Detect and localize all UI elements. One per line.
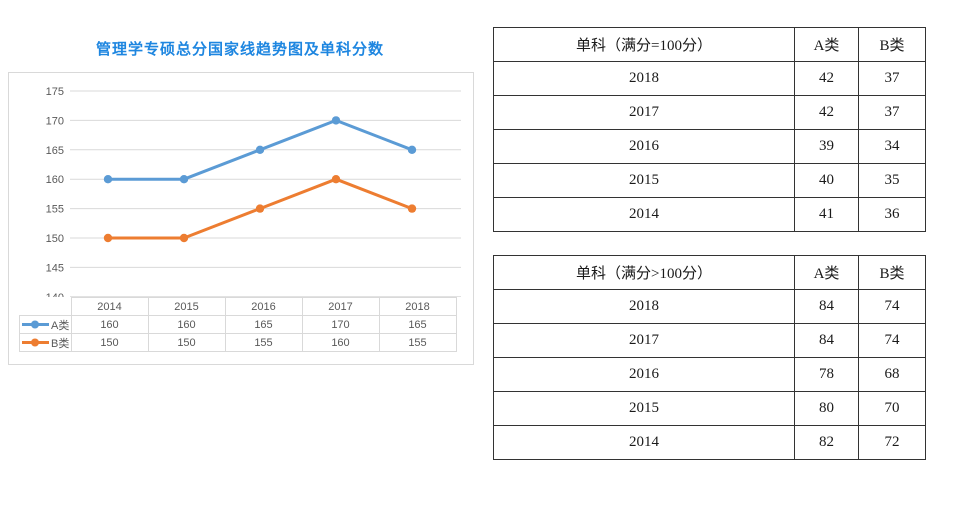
value-cell: 80 (794, 391, 859, 426)
year-header: 2014 (70, 297, 149, 316)
table-row: 2017 84 74 (493, 323, 926, 358)
year-cell: 2015 (493, 391, 795, 426)
chart-title: 管理学专硕总分国家线趋势图及单科分数 (95, 41, 384, 58)
series-a-marker-icon (22, 320, 49, 329)
value-cell: 165 (378, 315, 457, 334)
table-row: B类 150 150 155 160 155 (19, 333, 457, 352)
value-cell: 150 (70, 333, 149, 352)
value-cell: 68 (858, 357, 926, 392)
svg-text:160: 160 (46, 174, 64, 186)
value-cell: 70 (858, 391, 926, 426)
legend-item-b: B类 (19, 333, 72, 352)
value-cell: 150 (147, 333, 226, 352)
table-row: 2016 78 68 (493, 357, 926, 392)
value-cell: 74 (858, 289, 926, 324)
table-title: 单科（满分>100分） (493, 255, 795, 290)
svg-text:145: 145 (46, 262, 64, 274)
table-row: 2014 82 72 (493, 425, 926, 460)
table-row: 2017 42 37 (493, 95, 926, 130)
col-header-b: B类 (858, 255, 926, 290)
year-header: 2016 (224, 297, 303, 316)
series-b-marker-icon (22, 338, 49, 347)
year-cell: 2017 (493, 95, 795, 130)
score-table-over-100: 单科（满分>100分） A类 B类 2018 84 74 2017 84 74 … (493, 255, 926, 460)
value-cell: 74 (858, 323, 926, 358)
col-header-a: A类 (794, 27, 859, 62)
value-cell: 165 (224, 315, 303, 334)
svg-text:175: 175 (46, 86, 64, 98)
line-plot-area: 175 170 165 160 155 150 145 140 (46, 86, 461, 297)
value-cell: 40 (794, 163, 859, 198)
value-cell: 35 (858, 163, 926, 198)
value-cell: 160 (70, 315, 149, 334)
year-cell: 2018 (493, 289, 795, 324)
value-cell: 37 (858, 95, 926, 130)
table-title: 单科（满分=100分） (493, 27, 795, 62)
table-row: 2015 40 35 (493, 163, 926, 198)
year-cell: 2014 (493, 197, 795, 232)
year-cell: 2018 (493, 61, 795, 96)
svg-text:150: 150 (46, 233, 64, 245)
year-cell: 2016 (493, 357, 795, 392)
value-cell: 37 (858, 61, 926, 96)
legend-label-a: A类 (51, 319, 70, 332)
year-cell: 2014 (493, 425, 795, 460)
value-cell: 160 (147, 315, 226, 334)
year-cell: 2015 (493, 163, 795, 198)
table-row: 2018 42 37 (493, 61, 926, 96)
year-header: 2017 (301, 297, 380, 316)
value-cell: 170 (301, 315, 380, 334)
table-header-row: 单科（满分>100分） A类 B类 (493, 255, 926, 290)
table-header-row: 单科（满分=100分） A类 B类 (493, 27, 926, 62)
table-row: A类 160 160 165 170 165 (19, 315, 457, 334)
chart-data-table: 2014 2015 2016 2017 2018 A类 160 160 165 … (19, 297, 457, 352)
table-row: 2016 39 34 (493, 129, 926, 164)
table-row: 2015 80 70 (493, 391, 926, 426)
svg-text:140: 140 (46, 292, 64, 297)
value-cell: 42 (794, 61, 859, 96)
table-corner-cell (20, 298, 72, 316)
year-header: 2015 (147, 297, 226, 316)
svg-text:165: 165 (46, 145, 64, 157)
value-cell: 160 (301, 333, 380, 352)
value-cell: 36 (858, 197, 926, 232)
year-header: 2018 (378, 297, 457, 316)
svg-text:170: 170 (46, 115, 64, 127)
legend-item-a: A类 (19, 315, 72, 334)
value-cell: 72 (858, 425, 926, 460)
legend-label-b: B类 (51, 337, 70, 350)
year-cell: 2017 (493, 323, 795, 358)
value-cell: 39 (794, 129, 859, 164)
value-cell: 78 (794, 357, 859, 392)
value-cell: 84 (794, 323, 859, 358)
col-header-a: A类 (794, 255, 859, 290)
table-row: 2014 41 36 (493, 197, 926, 232)
table-row: 2014 2015 2016 2017 2018 (20, 297, 457, 316)
trend-chart: 175170165160155150145140 2014 2015 2016 … (8, 72, 474, 365)
value-cell: 34 (858, 129, 926, 164)
col-header-b: B类 (858, 27, 926, 62)
table-row: 2018 84 74 (493, 289, 926, 324)
value-cell: 41 (794, 197, 859, 232)
score-table-100: 单科（满分=100分） A类 B类 2018 42 37 2017 42 37 … (493, 27, 926, 232)
year-cell: 2016 (493, 129, 795, 164)
svg-text:155: 155 (46, 204, 64, 216)
value-cell: 155 (378, 333, 457, 352)
value-cell: 155 (224, 333, 303, 352)
value-cell: 82 (794, 425, 859, 460)
value-cell: 42 (794, 95, 859, 130)
value-cell: 84 (794, 289, 859, 324)
